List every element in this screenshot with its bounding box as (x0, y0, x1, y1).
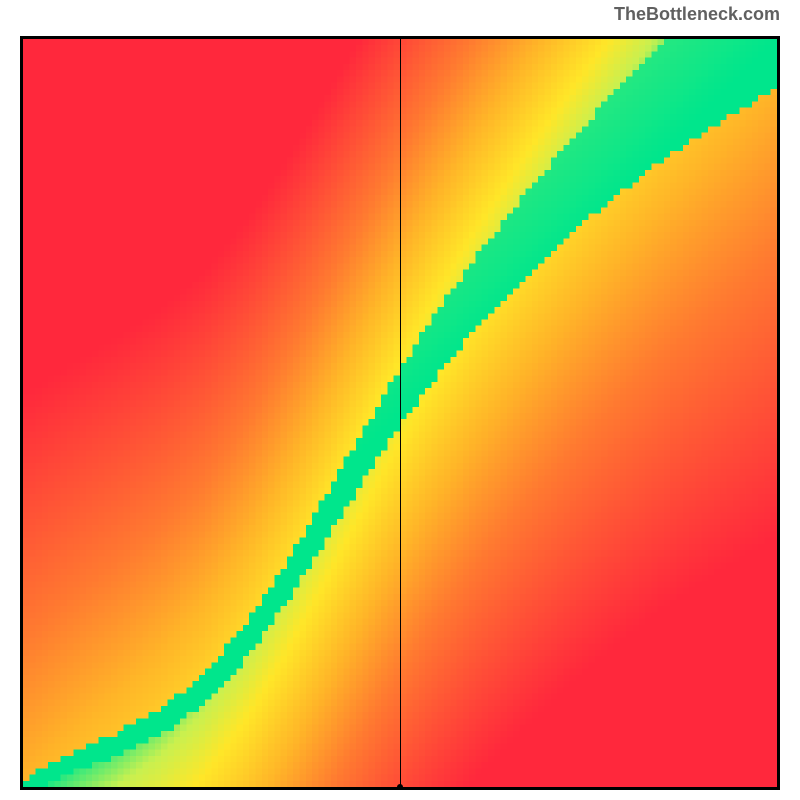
crosshair-vertical (400, 39, 401, 787)
axis-marker-dot (397, 784, 403, 790)
heatmap-plot (20, 36, 780, 790)
attribution-text: TheBottleneck.com (614, 4, 780, 25)
